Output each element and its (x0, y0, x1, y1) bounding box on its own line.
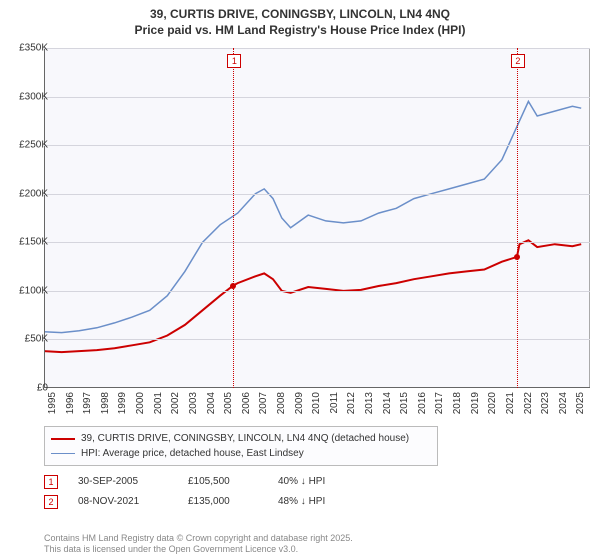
gridline-h (44, 242, 590, 243)
x-tick-label: 2018 (452, 392, 463, 414)
x-tick-label: 2025 (575, 392, 586, 414)
sale-row-marker: 1 (44, 475, 58, 489)
line-svg (44, 48, 590, 388)
legend-row: HPI: Average price, detached house, East… (51, 446, 431, 461)
x-tick-label: 2010 (311, 392, 322, 414)
x-tick-label: 2021 (505, 392, 516, 414)
gridline-h (44, 97, 590, 98)
y-tick-label: £0 (4, 383, 48, 394)
x-tick-label: 2012 (346, 392, 357, 414)
x-tick-label: 2014 (382, 392, 393, 414)
x-tick-label: 2007 (258, 392, 269, 414)
sale-delta: 40% ↓ HPI (278, 472, 368, 492)
gridline-h (44, 291, 590, 292)
sale-row: 1 30-SEP-2005 £105,500 40% ↓ HPI (44, 472, 368, 492)
series-price_paid (44, 240, 581, 352)
x-tick-label: 2008 (276, 392, 287, 414)
y-tick-label: £150K (4, 237, 48, 248)
sale-date: 08-NOV-2021 (78, 492, 168, 512)
gridline-h (44, 339, 590, 340)
sale-date: 30-SEP-2005 (78, 472, 168, 492)
x-tick-label: 2006 (241, 392, 252, 414)
x-tick-label: 2016 (417, 392, 428, 414)
y-tick-label: £50K (4, 334, 48, 345)
y-tick-label: £250K (4, 140, 48, 151)
footer-line2: This data is licensed under the Open Gov… (44, 544, 353, 556)
x-tick-label: 2013 (364, 392, 375, 414)
sale-row-marker: 2 (44, 495, 58, 509)
x-tick-label: 2005 (223, 392, 234, 414)
gridline-h (44, 194, 590, 195)
legend-label: 39, CURTIS DRIVE, CONINGSBY, LINCOLN, LN… (81, 431, 409, 446)
sale-vline (517, 48, 518, 388)
x-tick-label: 2000 (135, 392, 146, 414)
sale-marker: 1 (227, 54, 241, 68)
x-axis (44, 387, 590, 388)
x-tick-label: 2024 (558, 392, 569, 414)
x-tick-label: 2009 (294, 392, 305, 414)
y-tick-label: £300K (4, 91, 48, 102)
legend-swatch (51, 438, 75, 440)
x-tick-label: 1996 (65, 392, 76, 414)
gridline-h (44, 48, 590, 49)
x-tick-label: 1999 (117, 392, 128, 414)
footer: Contains HM Land Registry data © Crown c… (44, 533, 353, 556)
sale-row: 2 08-NOV-2021 £135,000 48% ↓ HPI (44, 492, 368, 512)
sale-dot (230, 283, 236, 289)
x-tick-label: 1997 (82, 392, 93, 414)
sale-delta: 48% ↓ HPI (278, 492, 368, 512)
legend-label: HPI: Average price, detached house, East… (81, 446, 304, 461)
sale-vline (233, 48, 234, 388)
gridline-h (44, 145, 590, 146)
legend: 39, CURTIS DRIVE, CONINGSBY, LINCOLN, LN… (44, 426, 438, 466)
chart-container: 39, CURTIS DRIVE, CONINGSBY, LINCOLN, LN… (0, 0, 600, 560)
footer-line1: Contains HM Land Registry data © Crown c… (44, 533, 353, 545)
x-tick-label: 2002 (170, 392, 181, 414)
x-tick-label: 1998 (100, 392, 111, 414)
sale-price: £105,500 (188, 472, 258, 492)
sale-dot (514, 254, 520, 260)
sales-rows: 1 30-SEP-2005 £105,500 40% ↓ HPI 2 08-NOV-202… (44, 472, 368, 512)
x-tick-label: 2020 (487, 392, 498, 414)
legend-row: 39, CURTIS DRIVE, CONINGSBY, LINCOLN, LN… (51, 431, 431, 446)
sale-price: £135,000 (188, 492, 258, 512)
title-line2: Price paid vs. HM Land Registry's House … (0, 22, 600, 38)
y-tick-label: £100K (4, 285, 48, 296)
y-tick-label: £200K (4, 188, 48, 199)
legend-swatch (51, 453, 75, 454)
x-tick-label: 2019 (470, 392, 481, 414)
title-block: 39, CURTIS DRIVE, CONINGSBY, LINCOLN, LN… (0, 0, 600, 38)
x-tick-label: 2015 (399, 392, 410, 414)
x-tick-label: 2003 (188, 392, 199, 414)
x-tick-label: 2011 (329, 392, 340, 414)
series-hpi (44, 101, 581, 332)
y-tick-label: £350K (4, 43, 48, 54)
x-tick-label: 2017 (434, 392, 445, 414)
sale-marker: 2 (511, 54, 525, 68)
x-tick-label: 2004 (206, 392, 217, 414)
x-tick-label: 1995 (47, 392, 58, 414)
x-tick-label: 2022 (523, 392, 534, 414)
chart-area: 12 (44, 48, 590, 388)
title-line1: 39, CURTIS DRIVE, CONINGSBY, LINCOLN, LN… (0, 6, 600, 22)
x-tick-label: 2001 (153, 392, 164, 414)
x-tick-label: 2023 (540, 392, 551, 414)
